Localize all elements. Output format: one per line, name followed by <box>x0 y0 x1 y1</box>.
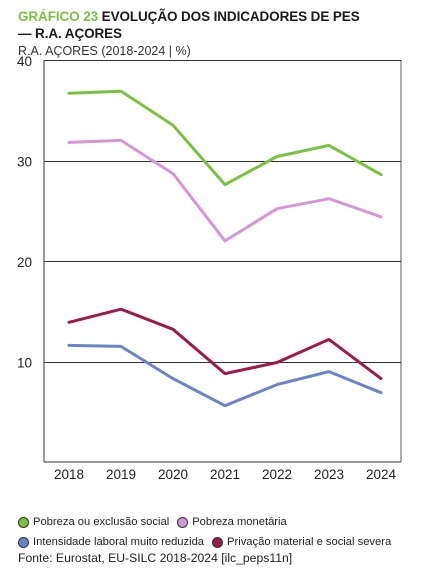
x-tick-label: 2024 <box>366 467 397 482</box>
legend-row-2: Intensidade laboral muito reduzida Priva… <box>18 532 433 552</box>
legend-label-intensidade-laboral: Intensidade laboral muito reduzida <box>33 536 205 548</box>
legend-item-privacao-material: Privação material e social severa <box>212 536 391 548</box>
chart-title-text: EVOLUÇÃO DOS INDICADORES DE PES <box>98 9 360 24</box>
series-line-privacao-material <box>67 307 383 381</box>
title-block: GRÁFICO 23 EVOLUÇÃO DOS INDICADORES DE P… <box>18 8 428 59</box>
x-tick-label: 2019 <box>106 467 136 482</box>
x-tick-label: 2022 <box>262 467 292 482</box>
line-chart: 40 30 20 10 2018 2019 2020 2021 2022 2023 2024 <box>17 54 402 482</box>
legend-swatch-privacao-material <box>212 536 224 548</box>
y-tick-label: 10 <box>17 356 32 371</box>
legend-item-pobreza-monetaria: Pobreza monetária <box>177 516 287 528</box>
chart-number: GRÁFICO 23 <box>18 9 99 24</box>
y-tick-label: 20 <box>17 255 32 270</box>
chart-title: GRÁFICO 23 EVOLUÇÃO DOS INDICADORES DE P… <box>18 8 428 25</box>
series-line-intensidade-laboral <box>67 343 383 408</box>
legend-item-pobreza-exclusao: Pobreza ou exclusão social <box>18 516 169 528</box>
y-tick-label: 40 <box>17 54 32 69</box>
legend-swatch-pobreza-monetaria <box>177 516 189 528</box>
legend-row-1: Pobreza ou exclusão social Pobreza monet… <box>18 512 433 532</box>
x-tick-label: 2018 <box>54 467 84 482</box>
legend-label-pobreza-exclusao: Pobreza ou exclusão social <box>33 516 170 528</box>
legend-swatch-intensidade-laboral <box>18 536 29 548</box>
chart-title-line2: — R.A. AÇORES <box>18 26 122 41</box>
legend-label-privacao-material: Privação material e social severa <box>227 536 392 548</box>
x-tick-label: 2020 <box>158 467 188 482</box>
legend-swatch-pobreza-exclusao <box>18 516 29 528</box>
x-tick-label: 2023 <box>314 467 344 482</box>
legend-label-pobreza-monetaria: Pobreza monetária <box>192 516 287 528</box>
y-tick-label: 30 <box>17 155 32 170</box>
chart-subtitle: R.A. AÇORES (2018-2024 | %) <box>18 44 191 58</box>
series-line-pobreza-exclusao <box>67 89 383 187</box>
source-note: Fonte: Eurostat, EU-SILC 2018-2024 [ilc_… <box>18 551 293 565</box>
legend-item-intensidade-laboral: Intensidade laboral muito reduzida <box>18 536 204 548</box>
series-line-pobreza-monetaria <box>67 138 383 243</box>
legend: Pobreza ou exclusão social Pobreza monet… <box>18 512 433 552</box>
x-tick-label: 2021 <box>210 467 240 482</box>
